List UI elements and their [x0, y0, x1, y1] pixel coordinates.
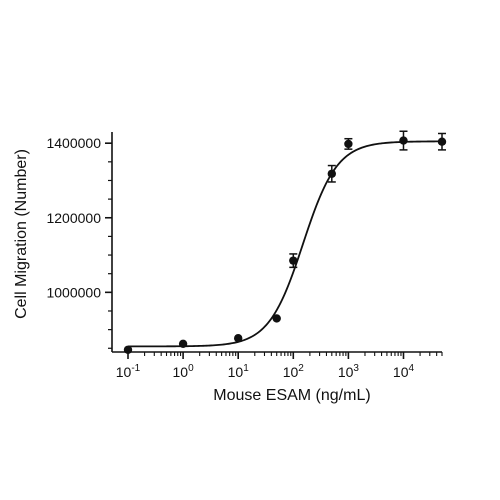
y-tick-label: 1000000 [46, 284, 101, 300]
fit-curve-layer [128, 140, 443, 348]
x-tick-base: 10 [338, 364, 354, 380]
x-tick-exponent: -1 [131, 363, 140, 374]
data-points-layer [123, 130, 447, 354]
labels-layer: Mouse ESAM (ng/mL) Cell Migration (Numbe… [13, 149, 371, 404]
x-tick-exponent: 0 [188, 363, 194, 374]
data-point [272, 314, 281, 323]
x-tick-exponent: 2 [298, 363, 304, 374]
data-point [233, 334, 243, 343]
x-tick-base: 10 [393, 364, 409, 380]
x-tick-exponent: 4 [408, 363, 414, 374]
data-point [178, 339, 188, 348]
data-point [123, 345, 133, 354]
data-point [399, 136, 408, 145]
x-tick-exponent: 3 [353, 363, 359, 374]
y-tick-label: 1200000 [46, 210, 101, 226]
x-tick-label: 102 [283, 363, 305, 380]
data-point [327, 169, 337, 178]
fit-curve [128, 140, 443, 348]
y-axis-title: Cell Migration (Number) [13, 149, 30, 319]
x-tick-base: 10 [173, 364, 189, 380]
data-point [289, 256, 298, 265]
x-tick-label: 104 [393, 363, 415, 380]
data-point [344, 139, 353, 149]
x-tick-label: 103 [338, 363, 360, 380]
x-tick-label: 10-1 [116, 363, 141, 380]
y-tick-label: 1400000 [46, 135, 101, 151]
x-tick-base: 10 [228, 364, 244, 380]
x-tick-base: 10 [116, 364, 132, 380]
x-axis-title: Mouse ESAM (ng/mL) [213, 387, 370, 404]
x-tick-label: 100 [173, 363, 195, 380]
x-tick-base: 10 [283, 364, 299, 380]
data-point [437, 137, 447, 146]
x-tick-exponent: 1 [243, 363, 249, 374]
x-tick-label: 101 [228, 363, 250, 380]
